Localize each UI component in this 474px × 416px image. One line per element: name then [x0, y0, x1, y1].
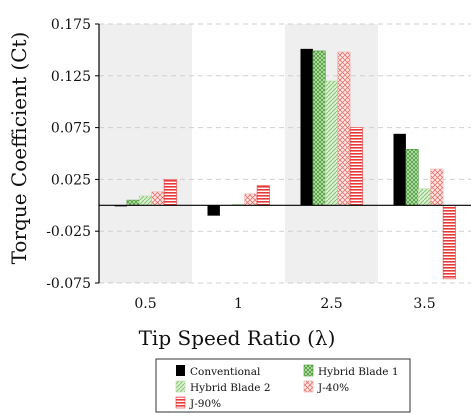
legend-label-j-40: J-40%: [317, 382, 349, 394]
y-tick-label-0: 0.175: [51, 17, 91, 33]
bar-conventional-1: [207, 205, 220, 216]
legend-label-j-90: J-90%: [189, 398, 221, 410]
bar-j-90-2-5: [349, 127, 363, 206]
bar-hybrid-blade-2-2-5: [324, 80, 338, 206]
bar-j-90-1: [256, 185, 270, 206]
bar-j-90-3-5: [442, 205, 456, 280]
legend-label-conventional: Conventional: [190, 366, 261, 378]
bar-j-90-0-5: [163, 179, 177, 206]
bar-series-group: [114, 48, 456, 280]
legend-swatch-conventional: [176, 365, 185, 376]
shade-band-0-5: [99, 24, 192, 283]
bar-hybrid-blade-2-3-5: [417, 188, 431, 206]
legend-swatch-j-40: [303, 380, 314, 393]
y-axis-label: Torque Coefficient (Ct): [7, 32, 31, 265]
bar-conventional-2-5: [300, 48, 313, 206]
legend-swatch-j-90: [175, 396, 186, 409]
bar-j-40-2-5: [337, 51, 351, 206]
y-tick-labels: 0.175 0.125 0.075 0.025 -0.025 -0.075: [46, 17, 91, 292]
bar-conventional-3-5: [393, 133, 406, 206]
x-tick-labels: 0.5 1 2.5 3.5: [134, 296, 435, 312]
bar-hybrid-blade-1-3-5: [405, 149, 419, 206]
axes: [95, 23, 471, 284]
x-tick-label-1: 1: [234, 296, 243, 312]
bar-hybrid-blade-1-2-5: [312, 50, 326, 206]
bar-hybrid-blade-2-0-5: [139, 195, 153, 206]
bar-j-40-0-5: [151, 191, 165, 206]
legend-label-hybrid-blade-1: Hybrid Blade 1: [318, 366, 399, 378]
x-tick-label-2-5: 2.5: [320, 296, 342, 312]
x-axis-label: Tip Speed Ratio (λ): [139, 326, 336, 350]
legend-label-hybrid-blade-2: Hybrid Blade 2: [190, 382, 271, 394]
bar-hybrid-blade-1-0-5: [126, 199, 140, 206]
y-tick-label-5: -0.075: [46, 276, 91, 292]
y-tick-label-4: -0.025: [46, 224, 91, 240]
legend-swatch-hybrid-blade-1: [303, 364, 314, 377]
y-tick-label-3: 0.025: [51, 172, 91, 188]
y-tick-label-1: 0.125: [51, 69, 91, 85]
x-tick-label-0-5: 0.5: [134, 296, 156, 312]
y-tick-label-2: 0.075: [51, 121, 91, 137]
legend-box: [155, 358, 411, 413]
x-tick-label-3-5: 3.5: [413, 296, 435, 312]
legend-swatch-hybrid-blade-2: [175, 380, 186, 393]
legend: Conventional Hybrid Blade 1 Hybrid Blade 2…: [155, 358, 411, 413]
bar-j-40-1: [244, 193, 258, 206]
bar-j-40-3-5: [430, 168, 444, 206]
